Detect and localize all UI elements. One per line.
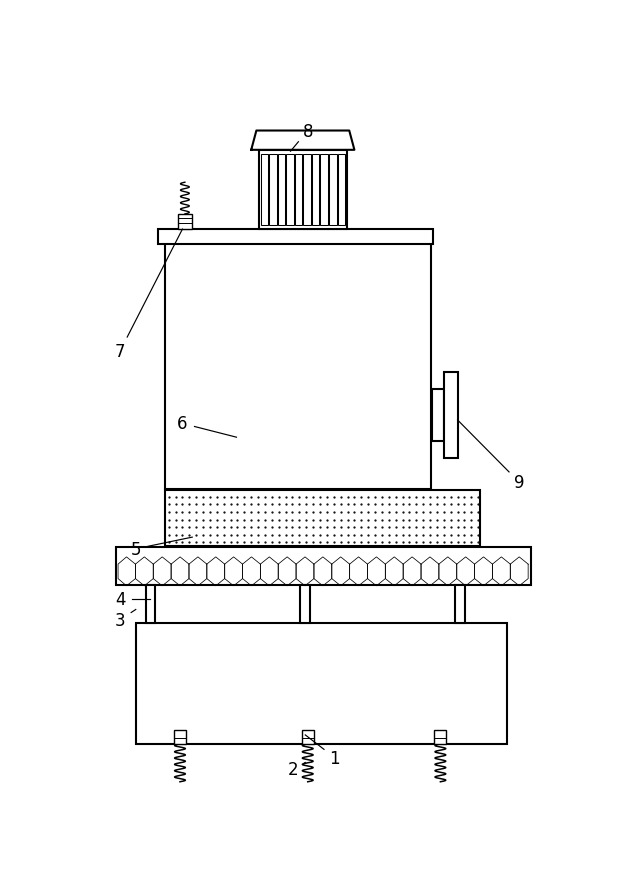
Bar (320, 155, 328, 225)
Bar (116, 548, 531, 586)
Bar (303, 155, 311, 225)
Polygon shape (251, 131, 354, 151)
Text: 9: 9 (514, 474, 524, 492)
Text: 2: 2 (288, 761, 299, 779)
Bar (146, 586, 155, 624)
Bar (136, 624, 507, 744)
Bar (444, 372, 458, 459)
Text: 6: 6 (177, 415, 188, 433)
Text: 8: 8 (302, 122, 313, 140)
Bar (165, 490, 480, 546)
Bar (158, 230, 433, 245)
Text: 5: 5 (131, 540, 141, 558)
Bar (295, 155, 302, 225)
Text: 4: 4 (115, 590, 126, 609)
Bar (302, 730, 314, 744)
Bar (312, 155, 320, 225)
Bar (301, 586, 310, 624)
Text: 3: 3 (115, 611, 126, 629)
Bar (432, 390, 444, 441)
Bar (259, 151, 347, 230)
Text: 7: 7 (115, 342, 126, 360)
Bar (286, 155, 294, 225)
Bar (178, 215, 191, 230)
Bar (261, 155, 268, 225)
Bar (269, 155, 276, 225)
Text: 1: 1 (330, 749, 340, 767)
Bar (165, 241, 430, 489)
Bar (174, 730, 186, 744)
Bar (455, 586, 465, 624)
Bar (329, 155, 337, 225)
Bar (434, 730, 446, 744)
Bar (337, 155, 345, 225)
Bar (278, 155, 285, 225)
